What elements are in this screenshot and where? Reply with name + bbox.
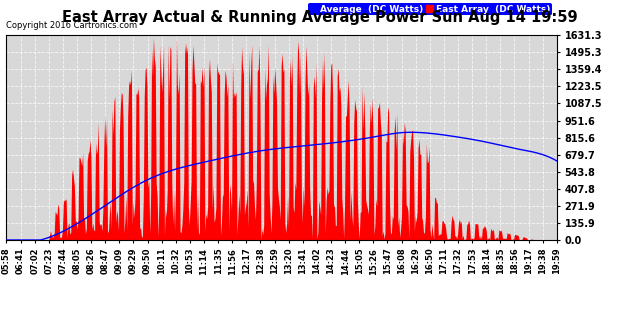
Text: Copyright 2016 Cartronics.com: Copyright 2016 Cartronics.com bbox=[6, 21, 138, 30]
Text: East Array Actual & Running Average Power Sun Aug 14 19:59: East Array Actual & Running Average Powe… bbox=[62, 10, 578, 25]
Legend: Average  (DC Watts), East Array  (DC Watts): Average (DC Watts), East Array (DC Watts… bbox=[308, 3, 552, 15]
